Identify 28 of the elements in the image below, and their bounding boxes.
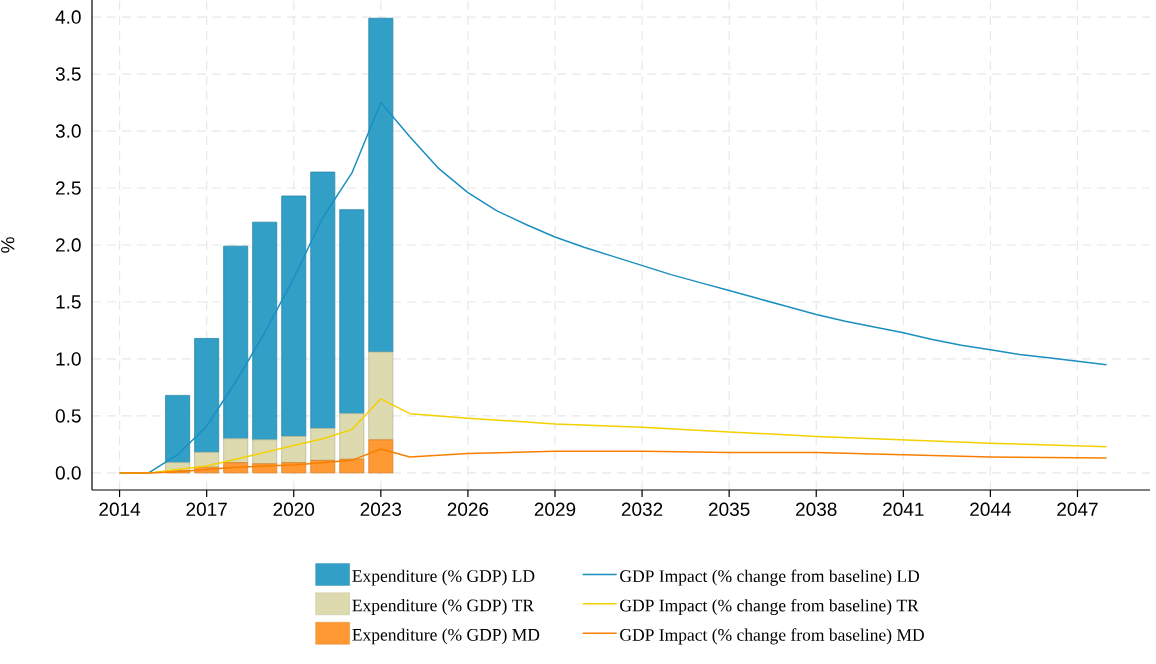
x-tick-label: 2014 <box>99 502 141 516</box>
legend-label: Expenditure (% GDP) LD <box>352 569 535 586</box>
x-tick-label: 2032 <box>621 502 663 516</box>
y-tick-label: 0.5 <box>55 409 81 423</box>
y-tick-label: 2.0 <box>56 238 81 252</box>
y-tick-label: 0.0 <box>55 466 81 480</box>
x-tick-label: 2044 <box>970 502 1011 516</box>
x-tick-label: 2020 <box>273 502 315 516</box>
y-axis-title: % <box>1 237 15 253</box>
y-tick-label: 1.5 <box>56 295 81 309</box>
x-tick-label: 2017 <box>186 502 227 516</box>
y-tick-label: 1.0 <box>56 352 81 366</box>
legend-label: Expenditure (% GDP) TR <box>352 599 535 615</box>
legend-label: GDP Impact (% change from baseline) LD <box>620 569 920 586</box>
x-tick-label: 2023 <box>360 502 402 516</box>
y-tick-label: 4.0 <box>55 10 81 24</box>
x-tick-label: 2047 <box>1057 502 1098 516</box>
x-tick-label: 2029 <box>534 502 576 516</box>
y-tick-label: 2.5 <box>56 181 81 195</box>
y-tick-label: 3.0 <box>55 124 81 138</box>
x-tick-label: 2035 <box>708 502 750 516</box>
legend-label: Expenditure (% GDP) MD <box>352 628 540 645</box>
y-tick-label: 3.5 <box>55 67 81 81</box>
legend-label: GDP Impact (% change from baseline) MD <box>620 628 924 645</box>
x-tick-label: 2038 <box>796 502 837 516</box>
x-tick-label: 2026 <box>447 502 489 516</box>
legend-label: GDP Impact (% change from baseline) TR <box>620 598 919 616</box>
x-tick-label: 2041 <box>883 502 924 516</box>
